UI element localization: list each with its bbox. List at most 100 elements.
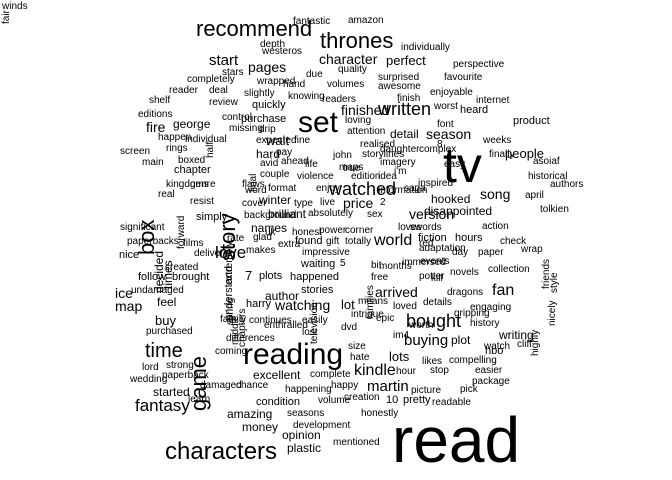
cloud-word: extremely bbox=[224, 241, 235, 285]
cloud-word: glad bbox=[253, 232, 272, 243]
cloud-word: damaged bbox=[200, 380, 242, 391]
cloud-word: significant bbox=[120, 222, 165, 233]
cloud-word: highly bbox=[530, 329, 541, 356]
cloud-word: bit bbox=[371, 260, 382, 271]
cloud-word: tv bbox=[443, 137, 482, 193]
cloud-word: lord bbox=[142, 362, 159, 373]
cloud-word: finished bbox=[341, 102, 390, 118]
cloud-word: final bbox=[248, 173, 259, 192]
cloud-word: slightly bbox=[244, 88, 275, 99]
cloud-word: information bbox=[378, 185, 428, 196]
cloud-word: weeks bbox=[483, 135, 512, 146]
cloud-word: quality bbox=[338, 64, 367, 75]
cloud-word: day bbox=[452, 247, 469, 258]
cloud-word: paperback bbox=[162, 370, 209, 381]
cloud-word: buying bbox=[404, 332, 449, 349]
cloud-word: 7 bbox=[245, 268, 253, 283]
cloud-word: awesome bbox=[378, 81, 421, 92]
cloud-word: idea bbox=[378, 171, 397, 182]
cloud-word: maps bbox=[339, 162, 364, 173]
cloud-word: editions bbox=[138, 109, 173, 120]
cloud-word: family bbox=[220, 314, 247, 325]
cloud-word: read bbox=[392, 404, 521, 476]
cloud-word: real bbox=[158, 189, 175, 200]
cloud-word: bought bbox=[406, 311, 462, 331]
cloud-word: creation bbox=[344, 392, 380, 403]
cloud-word: lot bbox=[341, 297, 355, 312]
cloud-word: fantasy bbox=[135, 396, 190, 415]
cloud-word: quickly bbox=[252, 99, 286, 111]
cloud-word: control bbox=[222, 112, 253, 123]
cloud-word: missing bbox=[229, 123, 263, 134]
cloud-word: april bbox=[525, 190, 544, 201]
cloud-word: created bbox=[165, 262, 199, 273]
cloud-word: hand bbox=[283, 79, 306, 90]
cloud-word: seasons bbox=[287, 408, 325, 419]
cloud-word: live bbox=[320, 197, 336, 208]
cloud-word: historical bbox=[528, 171, 568, 182]
cloud-word: found bbox=[295, 235, 323, 247]
cloud-word: song bbox=[480, 186, 511, 202]
cloud-word: finally bbox=[489, 149, 515, 160]
cloud-word: watching bbox=[275, 297, 331, 313]
cloud-word: fiction bbox=[418, 232, 447, 244]
cloud-word: pretty bbox=[403, 394, 431, 406]
cloud-word: easier bbox=[475, 365, 503, 376]
cloud-word: asoiaf bbox=[533, 156, 560, 167]
cloud-word: chance bbox=[236, 380, 269, 391]
cloud-word: condition bbox=[256, 396, 301, 408]
cloud-word: characters bbox=[165, 438, 278, 465]
cloud-word: money bbox=[242, 420, 279, 434]
cloud-word: finish bbox=[397, 93, 421, 104]
cloud-word: version bbox=[409, 206, 455, 222]
cloud-word: pay bbox=[276, 147, 293, 158]
cloud-word: stop bbox=[430, 365, 449, 376]
cloud-word: months bbox=[379, 261, 412, 272]
cloud-word: nicely bbox=[547, 300, 558, 326]
cloud-word: martin bbox=[367, 378, 409, 395]
cloud-word: style bbox=[549, 272, 560, 293]
cloud-word: stories bbox=[301, 284, 334, 296]
cloud-word: kingdoms bbox=[166, 179, 209, 190]
cloud-word: amazon bbox=[348, 15, 384, 26]
cloud-word: start bbox=[209, 52, 239, 69]
cloud-word: sex bbox=[367, 209, 383, 220]
cloud-word: gift bbox=[326, 236, 340, 247]
cloud-word: worst bbox=[434, 101, 458, 112]
cloud-word: internet bbox=[476, 95, 510, 106]
cloud-word: harry bbox=[246, 298, 272, 310]
cloud-word: cliff bbox=[517, 339, 532, 350]
cloud-word: pick bbox=[460, 384, 478, 395]
cloud-word: wrap bbox=[521, 244, 543, 255]
cloud-word: individual bbox=[185, 134, 227, 145]
cloud-word: undamaged bbox=[131, 285, 184, 296]
cloud-word: size bbox=[348, 341, 366, 352]
cloud-word: perfect bbox=[386, 53, 426, 68]
cloud-word: brilliant bbox=[268, 207, 307, 221]
cloud-word: hooked bbox=[431, 192, 471, 206]
cloud-word: review bbox=[209, 97, 238, 108]
cloud-word: strong bbox=[166, 360, 194, 371]
cloud-word: dragons bbox=[447, 287, 484, 298]
cloud-word: winter bbox=[259, 193, 292, 207]
cloud-word: i'm bbox=[394, 166, 407, 177]
cloud-word: brought bbox=[172, 271, 210, 283]
cloud-word: hour bbox=[396, 366, 417, 377]
cloud-word: watch bbox=[484, 341, 511, 352]
cloud-word: extra bbox=[278, 239, 301, 250]
cloud-word: waiting bbox=[301, 258, 336, 270]
cloud-word: tolkien bbox=[540, 204, 569, 215]
cloud-word: action bbox=[482, 221, 509, 232]
cloud-word: loves bbox=[398, 222, 422, 233]
cloud-word: edition bbox=[351, 171, 381, 182]
cloud-word: readable bbox=[432, 397, 471, 408]
cloud-word: wait bbox=[266, 133, 290, 148]
cloud-word: fire bbox=[146, 119, 166, 135]
cloud-word: inspired bbox=[418, 178, 454, 189]
cloud-word: couple bbox=[260, 169, 290, 180]
cloud-word: coming bbox=[215, 346, 248, 357]
cloud-word: written bbox=[378, 99, 432, 119]
cloud-word: time bbox=[145, 340, 183, 362]
cloud-word: surprised bbox=[378, 72, 420, 83]
cloud-word: happen bbox=[158, 132, 192, 143]
